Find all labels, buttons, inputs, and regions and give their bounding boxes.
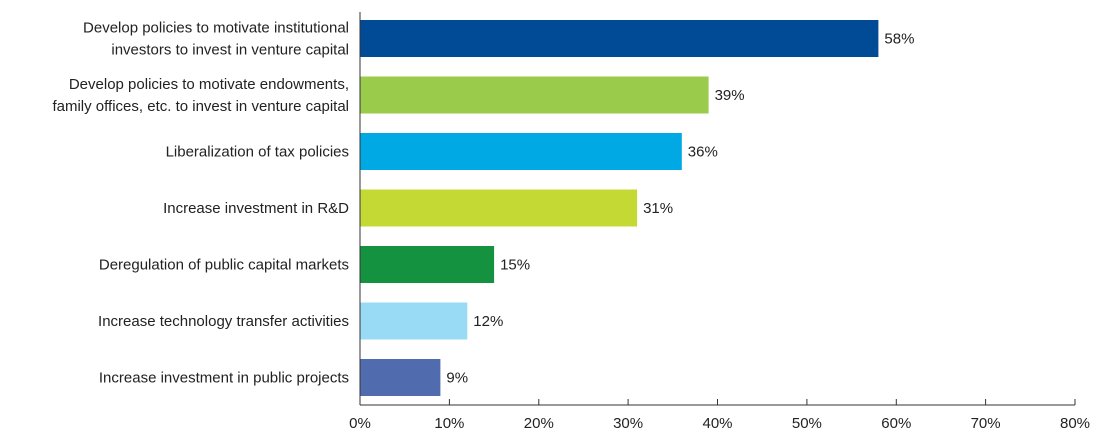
x-tick-label-20: 20% [524,415,554,432]
category-label-3: Liberalization of tax policies [166,144,349,161]
value-label-2: 39% [715,87,745,104]
category-label-7-line-1: Increase investment in public projects [99,370,349,387]
value-label-7: 9% [446,370,468,387]
category-label-1-line-1: Develop policies to motivate institution… [83,20,349,37]
value-label-1: 58% [884,31,914,48]
value-labels: 58% 39% 36% 31% 15% 12% 9% [446,31,914,387]
category-label-4: Increase investment in R&D [163,200,349,217]
x-tick-label-50: 50% [792,415,822,432]
bars-group [360,20,879,396]
bar-4 [360,189,638,227]
category-label-5: Deregulation of public capital markets [99,257,349,274]
value-label-6: 12% [473,313,503,330]
category-label-6-line-1: Increase technology transfer activities [98,313,349,330]
category-label-1-line-2: investors to invest in venture capital [111,42,349,59]
category-labels: Develop policies to motivate institution… [52,20,349,387]
x-tick-label-60: 60% [881,415,911,432]
bar-7 [360,359,441,396]
x-tick-label-0: 0% [349,415,371,432]
x-tick-label-40: 40% [702,415,732,432]
x-tick-label-70: 70% [971,415,1001,432]
category-label-2-line-2: family offices, etc. to invest in ventur… [52,98,349,115]
value-label-3: 36% [688,144,718,161]
x-tick-label-80: 80% [1060,415,1090,432]
x-tick-label-10: 10% [434,415,464,432]
bar-2 [360,76,709,114]
category-label-2: Develop policies to motivate endowments,… [52,76,349,115]
category-label-5-line-1: Deregulation of public capital markets [99,257,349,274]
category-label-4-line-1: Increase investment in R&D [163,200,349,217]
x-axis-ticks: 0% 10% 20% 30% 40% 50% 60% 70% 80% [349,399,1090,432]
category-label-6: Increase technology transfer activities [98,313,349,330]
category-label-3-line-1: Liberalization of tax policies [166,144,349,161]
bar-6 [360,302,468,340]
bar-3 [360,133,682,170]
bar-5 [360,246,495,283]
category-label-2-line-1: Develop policies to motivate endowments, [69,76,349,93]
bar-1 [360,20,879,57]
x-tick-label-30: 30% [613,415,643,432]
category-label-7: Increase investment in public projects [99,370,349,387]
category-label-1: Develop policies to motivate institution… [83,20,349,59]
value-label-4: 31% [643,200,673,217]
value-label-5: 15% [500,257,530,274]
